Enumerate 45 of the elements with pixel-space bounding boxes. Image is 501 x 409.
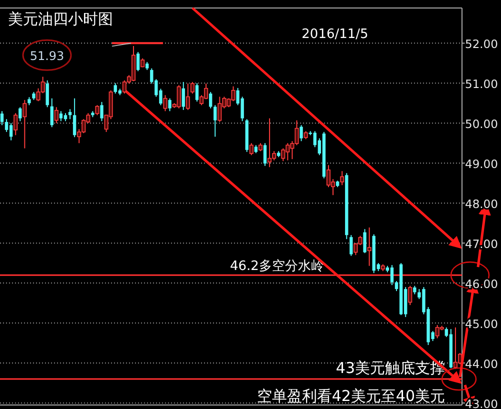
- candlestick: [218, 96, 222, 122]
- candlestick: [281, 148, 286, 162]
- candlestick: [186, 83, 190, 110]
- candlestick: [168, 98, 172, 112]
- candlestick: [214, 104, 217, 138]
- candlestick: [390, 264, 394, 286]
- annotation: 空单盈利看42美元至40美元: [256, 387, 445, 405]
- candlestick: [340, 170, 344, 186]
- chart-title: 美元油四小时图: [8, 10, 113, 28]
- y-tick-label: 52.00: [465, 37, 498, 52]
- candlestick: [14, 112, 18, 136]
- y-tick-label: 51.00: [465, 77, 498, 92]
- candlestick: [208, 91, 212, 109]
- candlestick: [176, 84, 181, 109]
- annotation: 51.93: [30, 49, 64, 64]
- y-tick-label: 50.00: [465, 117, 498, 132]
- candlestick: [136, 51, 140, 72]
- candlestick: [363, 228, 366, 254]
- candlestick: [9, 122, 13, 141]
- candlestick: [100, 101, 104, 122]
- candlestick: [195, 82, 199, 102]
- candlestick: [249, 142, 254, 156]
- candlestick: [300, 124, 303, 142]
- candlestick: [18, 106, 22, 122]
- annotation: 2016/11/5: [302, 27, 368, 42]
- y-tick-label: 48.00: [465, 197, 498, 212]
- y-tick-label: 49.00: [465, 157, 498, 172]
- candlestick: [367, 226, 372, 266]
- candlestick: [95, 104, 100, 116]
- candlestick: [408, 285, 412, 306]
- candlestick: [190, 81, 194, 94]
- candlestick: [268, 118, 272, 168]
- candlestick: [72, 98, 76, 138]
- candlestick: [350, 234, 353, 256]
- candlestick: [182, 81, 185, 110]
- candlestick: [22, 99, 27, 149]
- candlestick: [4, 118, 8, 132]
- candlestick: [46, 80, 49, 108]
- candlestick: [54, 106, 58, 124]
- candlestick: [0, 110, 4, 126]
- y-tick-label: 44.00: [465, 357, 498, 372]
- candlestick: [263, 142, 267, 166]
- candlestick: [59, 110, 63, 122]
- candlestick: [163, 94, 168, 112]
- candlestick: [50, 98, 54, 128]
